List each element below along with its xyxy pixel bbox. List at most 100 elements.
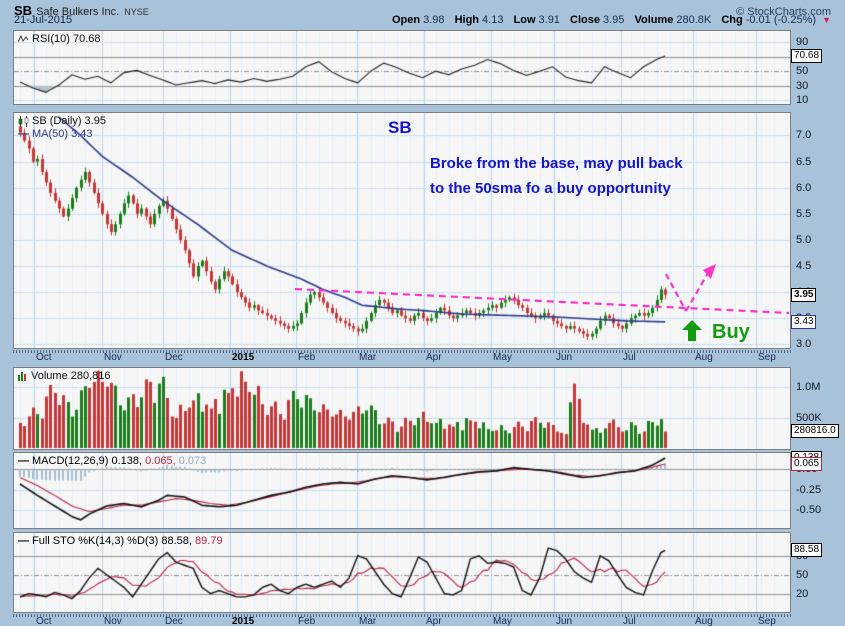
axis-tick-label: 4.5 xyxy=(796,260,812,272)
last-value-label: 88.58 xyxy=(791,543,823,558)
stochastics-legend-label: Full STO %K(14,3) %D(3) 88.58, 89.79 xyxy=(32,535,223,547)
copyright-notice: © StockCharts.com xyxy=(736,6,831,18)
axis-tick-label: 10 xyxy=(796,94,809,107)
axis-tick-label: -0.50 xyxy=(796,504,822,517)
annotation-text-line1: Broke from the base, may pull back xyxy=(430,155,683,172)
legend-text-part: 0.065, xyxy=(142,455,176,467)
month-label: Oct xyxy=(36,616,52,626)
high-value: 4.13 xyxy=(482,14,504,26)
zigzag-line-icon xyxy=(18,34,29,43)
month-label: Jul xyxy=(623,352,636,363)
date-axis-labels: Oct Nov Dec 2015 Feb Mar Apr May Jun Jul Aug Sep xyxy=(0,352,845,365)
axis-tick-label: 5.0 xyxy=(796,233,812,246)
close-label: Close xyxy=(570,14,600,26)
company-name: Safe Bulkers Inc. xyxy=(36,6,120,18)
candlestick-icon xyxy=(18,115,29,127)
rsi-panel: RSI(10) 70.68 xyxy=(13,30,791,105)
axis-tick-label: 0.00 xyxy=(796,463,818,476)
legend-text-part: 0.073 xyxy=(175,455,207,467)
axis-tick-label: 5.5 xyxy=(796,207,812,220)
axis-tick-label: 20 xyxy=(796,587,809,600)
date-axis-labels-bottom: Oct Nov Dec 2015 Feb Mar Apr May Jun Jul Aug Sep xyxy=(0,616,845,626)
month-label: May xyxy=(493,616,512,626)
axis-tick-label: 6.5 xyxy=(796,155,812,168)
axis-tick-label: 4.0 xyxy=(796,286,812,299)
legend-text-part: MACD(12,26,9) 0.138, xyxy=(32,455,143,467)
legend-text-part: Full STO %K(14,3) %D(3) 88.58, xyxy=(32,535,192,547)
last-value-label: 0.065 xyxy=(791,457,823,471)
down-triangle-icon: ▼ xyxy=(822,15,831,25)
month-label: Aug xyxy=(695,352,713,363)
axis-tick-label: 50 xyxy=(796,568,809,581)
volume-legend-label: Volume 280,816 xyxy=(31,370,111,382)
rsi-legend: RSI(10) 70.68 xyxy=(18,33,100,45)
month-label: Apr xyxy=(426,616,442,626)
month-label: Jun xyxy=(556,352,573,363)
volume-value: 280.8K xyxy=(676,14,712,26)
price-legend: SB (Daily) 3.95 xyxy=(18,115,106,127)
last-value-label: 3.95 xyxy=(791,287,817,302)
chart-date: 21-Jul-2015 xyxy=(14,14,73,26)
macd-panel: — MACD(12,26,9) 0.138, 0.065, 0.073 xyxy=(13,452,791,529)
macd-canvas xyxy=(14,453,790,528)
axis-tick-label: 50 xyxy=(796,65,809,78)
bar-chart-icon xyxy=(18,372,26,381)
stochastics-legend: — Full STO %K(14,3) %D(3) 88.58, 89.79 xyxy=(18,535,223,547)
month-label: Apr xyxy=(426,352,442,363)
macd-legend-label: MACD(12,26,9) 0.138, 0.065, 0.073 xyxy=(32,455,206,467)
macd-legend: — MACD(12,26,9) 0.138, 0.065, 0.073 xyxy=(18,455,206,467)
date-axis-tickband xyxy=(13,350,791,353)
rsi-canvas xyxy=(14,31,790,104)
month-label: Nov xyxy=(104,352,122,363)
volume-label: Volume xyxy=(634,14,674,26)
month-label: Aug xyxy=(695,616,713,626)
axis-tick-label: 3.0 xyxy=(796,338,812,351)
chg-label: Chg xyxy=(721,14,743,26)
month-label: Feb xyxy=(298,352,316,363)
axis-tick-label: 1.0M xyxy=(796,380,821,393)
month-label: 2015 xyxy=(232,616,255,626)
ma-legend-label: MA(50) 3.43 xyxy=(32,128,93,140)
last-value-label: 3.43 xyxy=(791,314,817,329)
volume-panel: Volume 280,816 xyxy=(13,367,791,450)
month-label: Oct xyxy=(36,352,52,363)
month-label: Jun xyxy=(556,616,573,626)
month-label: Mar xyxy=(359,352,377,363)
open-value: 3.98 xyxy=(423,14,445,26)
quote-strip: Open 3.98 High 4.13 Low 3.91 Close 3.95 Volu… xyxy=(385,14,831,26)
line-icon: — xyxy=(18,128,29,140)
month-label: Sep xyxy=(758,352,776,363)
open-label: Open xyxy=(391,14,421,26)
month-label: May xyxy=(493,352,512,363)
buy-text-annotation: Buy xyxy=(712,321,750,343)
month-label: Feb xyxy=(298,616,316,626)
last-value-label: 280816.0 xyxy=(791,424,839,439)
chg-value: -0.01 (-0.25%) xyxy=(745,14,817,26)
close-value: 3.95 xyxy=(602,14,625,26)
price-canvas xyxy=(14,113,790,348)
axis-tick-label: 80 xyxy=(796,549,809,562)
line-icon: — xyxy=(18,535,29,547)
stochastics-panel: — Full STO %K(14,3) %D(3) 88.58, 89.79 xyxy=(13,532,791,613)
last-value-label: 70.68 xyxy=(791,49,823,64)
date-axis-tickband-bottom xyxy=(13,614,791,617)
month-label: Nov xyxy=(104,616,122,626)
price-panel: SB (Daily) 3.95 — MA(50) 3.43 SB Broke f… xyxy=(13,112,791,349)
sb-text-annotation: SB xyxy=(388,118,412,137)
low-value: 3.91 xyxy=(538,14,560,26)
low-label: Low xyxy=(513,14,536,26)
axis-tick-label: 90 xyxy=(796,35,809,48)
ma-legend: — MA(50) 3.43 xyxy=(18,128,93,140)
volume-legend: Volume 280,816 xyxy=(18,370,111,382)
header-row-2: 21-Jul-2015 Open 3.98 High 4.13 Low 3.91 Cl… xyxy=(14,14,831,26)
stochastics-canvas xyxy=(14,533,790,612)
price-legend-label: SB (Daily) 3.95 xyxy=(32,115,106,127)
high-label: High xyxy=(454,14,480,26)
month-label: Jul xyxy=(623,616,636,626)
rsi-legend-label: RSI(10) 70.68 xyxy=(32,33,101,45)
axis-tick-label: 30 xyxy=(796,79,809,92)
axis-tick-label: 7.0 xyxy=(796,129,812,142)
axis-tick-label: 500K xyxy=(796,411,822,424)
annotation-text-line2: to the 50sma fo a buy opportunity xyxy=(430,180,671,197)
